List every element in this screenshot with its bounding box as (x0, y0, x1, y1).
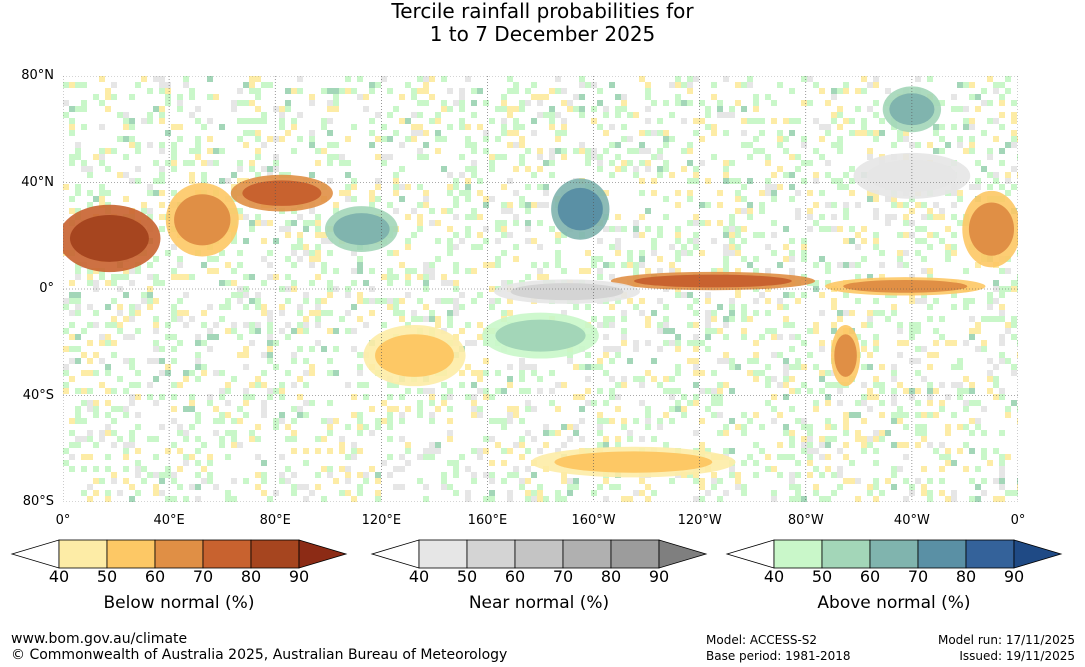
y-tick-label: 40°S (22, 387, 54, 403)
chart-title: Tercile rainfall probabilities for 1 to … (0, 0, 1085, 46)
region-below-7 (531, 446, 736, 478)
colorbar-low-triangle (10, 539, 60, 569)
colorbar-segment (58, 539, 108, 569)
y-tick-label: 80°S (22, 494, 54, 509)
probability-map (63, 76, 1018, 502)
footer-base-period: Base period: 1981-2018 (706, 649, 851, 663)
colorbar-segment (562, 539, 612, 569)
x-tick-label: 160°E (467, 513, 508, 528)
colorbar-tick-label: 50 (96, 567, 118, 586)
map-canvas (63, 76, 1018, 502)
colorbar-segment (773, 539, 823, 569)
colorbar-segment (154, 539, 204, 569)
colorbar-below (10, 539, 348, 569)
region-below-8 (962, 190, 1018, 268)
colorbar-tick-label: 70 (192, 567, 214, 586)
colorbar-low-triangle (370, 539, 420, 569)
region-below-3 (363, 324, 466, 387)
colorbar-tick-label: 60 (144, 567, 166, 586)
region-near-13 (494, 279, 640, 304)
colorbar-segment (965, 539, 1015, 569)
y-tick-label: 40°N (21, 174, 54, 190)
colorbar-tick-label: 40 (48, 567, 70, 586)
colorbar-above (725, 539, 1063, 569)
colorbar-segment (250, 539, 300, 569)
region-below-6 (830, 324, 861, 387)
x-tick-label: 0° (1010, 513, 1026, 528)
region-below-2 (165, 183, 239, 257)
colorbar-tick-label: 50 (456, 567, 478, 586)
colorbar-high-triangle (1013, 539, 1063, 569)
title-line-2: 1 to 7 December 2025 (429, 22, 656, 46)
colorbar-near (370, 539, 708, 569)
colorbar-segment (821, 539, 871, 569)
colorbar-title-above: Above normal (%) (817, 593, 971, 613)
colorbar-segment (869, 539, 919, 569)
x-tick-label: 40°E (153, 513, 185, 528)
colorbar-tick-label: 70 (907, 567, 929, 586)
colorbar-title-near: Near normal (%) (468, 593, 610, 613)
region-below-0 (63, 204, 161, 273)
colorbar-tick-label: 40 (408, 567, 430, 586)
colorbar-tick-label: 50 (811, 567, 833, 586)
colorbar-segment (202, 539, 252, 569)
colorbar-tick-label: 60 (504, 567, 526, 586)
region-above-9 (551, 178, 610, 240)
footer-website: www.bom.gov.au/climate (11, 631, 188, 647)
colorbar-segment (917, 539, 967, 569)
colorbar-segment (610, 539, 660, 569)
colorbar-tick-label: 40 (763, 567, 785, 586)
colorbar-high-triangle (658, 539, 708, 569)
region-above-12 (482, 312, 599, 359)
footer-model: Model: ACCESS-S2 (706, 633, 818, 647)
colorbar-tick-label: 60 (859, 567, 881, 586)
footer-issued: Issued: 19/11/2025 (959, 649, 1075, 663)
colorbar-title-below: Below normal (%) (103, 593, 255, 613)
colorbar-tick-label: 70 (552, 567, 574, 586)
footer-copyright: © Commonwealth of Australia 2025, Austra… (11, 647, 508, 663)
colorbar-segment (514, 539, 564, 569)
x-tick-label: 0° (55, 513, 71, 528)
colorbar-tick-label: 90 (1003, 567, 1025, 586)
region-below-1 (230, 174, 333, 212)
colorbar-tick-label: 80 (240, 567, 262, 586)
region-above-11 (324, 206, 398, 253)
colorbar-tick-label: 80 (600, 567, 622, 586)
colorbar-low-triangle (725, 539, 775, 569)
colorbar-segment (418, 539, 468, 569)
x-tick-label: 40°W (893, 513, 930, 528)
x-tick-label: 120°W (677, 513, 722, 528)
colorbar-tick-label: 90 (648, 567, 670, 586)
y-tick-label: 0° (39, 281, 54, 296)
colorbar-high-triangle (298, 539, 348, 569)
title-line-1: Tercile rainfall probabilities for (391, 0, 694, 23)
y-tick-label: 80°N (21, 68, 54, 83)
region-below-4 (610, 271, 816, 291)
x-tick-label: 80°W (787, 513, 824, 528)
colorbar-tick-label: 80 (955, 567, 977, 586)
colorbar-tick-label: 90 (288, 567, 310, 586)
colorbar-segment (466, 539, 516, 569)
x-tick-label: 80°E (259, 513, 291, 528)
x-tick-label: 160°W (571, 513, 616, 528)
colorbar-segment (106, 539, 156, 569)
footer-model-run: Model run: 17/11/2025 (937, 633, 1075, 647)
region-below-5 (825, 277, 986, 296)
x-tick-label: 120°E (361, 513, 402, 528)
graticule (63, 76, 1018, 502)
